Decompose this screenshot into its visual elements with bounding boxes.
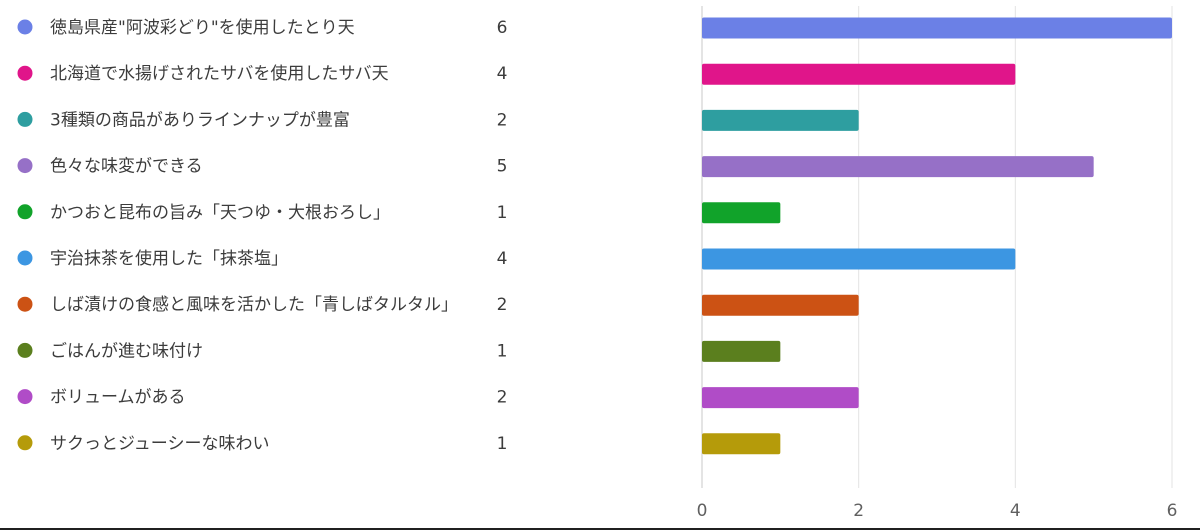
category-label: ボリュームがある <box>50 388 186 408</box>
bar <box>702 433 781 455</box>
legend-dot <box>17 435 33 451</box>
legend-dot <box>17 342 33 358</box>
bar <box>702 109 859 131</box>
category-label: 宇治抹茶を使用した「抹茶塩」 <box>50 248 288 269</box>
bar <box>702 387 859 409</box>
legend-dot <box>17 111 33 127</box>
category-label: 徳島県産"阿波彩どり"を使用したとり天 <box>50 17 355 38</box>
category-label: ごはんが進む味付け <box>50 341 203 361</box>
x-axis-ticks: 0 2 4 6 <box>697 501 1178 521</box>
count-label: 1 <box>497 203 508 223</box>
legend-dot <box>17 158 33 174</box>
legend-dot <box>17 250 33 266</box>
legend-dot <box>17 389 33 405</box>
category-list: 徳島県産"阿波彩どり"を使用したとり天 6 北海道で水揚げされたサバを使用したサバ天… <box>17 17 508 454</box>
bar <box>702 294 859 316</box>
legend-dot <box>17 19 33 35</box>
legend-dot <box>17 296 33 312</box>
gridlines <box>701 6 1173 488</box>
bar <box>702 340 781 362</box>
bar <box>702 63 1016 85</box>
x-tick-label: 4 <box>1010 501 1021 521</box>
x-tick-label: 0 <box>697 501 708 521</box>
count-label: 2 <box>497 110 508 130</box>
count-label: 4 <box>497 249 508 269</box>
count-label: 2 <box>497 295 508 315</box>
count-label: 2 <box>497 388 508 408</box>
count-label: 1 <box>497 341 508 361</box>
category-label: かつおと昆布の旨み「天つゆ・大根おろし」 <box>50 203 390 223</box>
bar <box>702 156 1094 178</box>
bar <box>702 202 781 224</box>
category-label: 3種類の商品がありラインナップが豊富 <box>50 110 350 130</box>
category-label: 色々な味変ができる <box>50 157 203 177</box>
count-label: 1 <box>497 434 508 454</box>
count-label: 4 <box>497 64 508 84</box>
category-label: サクっとジューシーな味わい <box>50 434 269 454</box>
bar <box>702 248 1016 270</box>
legend-dot <box>17 204 33 220</box>
x-tick-label: 2 <box>853 501 864 521</box>
bar <box>702 17 1172 39</box>
category-label: しば漬けの食感と風味を活かした「青しばタルタル」 <box>50 295 458 315</box>
x-tick-label: 6 <box>1167 501 1178 521</box>
legend-dot <box>17 65 33 81</box>
count-label: 6 <box>497 18 508 38</box>
count-label: 5 <box>497 157 508 177</box>
category-label: 北海道で水揚げされたサバを使用したサバ天 <box>50 63 389 84</box>
bars <box>702 17 1172 455</box>
